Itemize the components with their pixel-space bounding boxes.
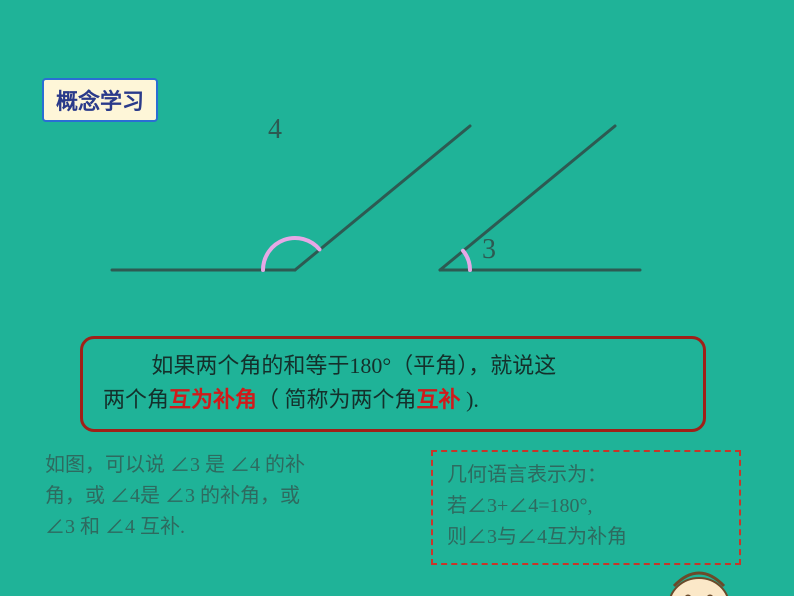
note-l2: 角，或 ∠4是 ∠3 的补角，或 <box>45 485 300 507</box>
def-line1: 如果两个角的和等于180°（平角），就说这 <box>151 353 556 378</box>
def-key1: 互为补角 <box>169 387 257 412</box>
angle-diagram: 4 3 <box>100 120 660 310</box>
bottom-row: 如图，可以说 ∠3 是 ∠4 的补 角，或 ∠4是 ∠3 的补角，或 ∠3 和 … <box>45 450 765 565</box>
def-line2-post: ). <box>461 387 479 412</box>
geo-l3: 则∠3与∠4互为补角 <box>447 526 627 548</box>
def-line2-pre: 两个角 <box>103 387 169 412</box>
definition-box: 如果两个角的和等于180°（平角），就说这 两个角互为补角（ 简称为两个角互补 … <box>80 336 706 432</box>
geo-l2: 若∠3+∠4=180°, <box>447 495 593 517</box>
angle-svg <box>100 120 660 310</box>
angle-4-label: 4 <box>268 114 282 146</box>
note-l3: ∠3 和 ∠4 互补. <box>45 516 185 538</box>
angle-4-group <box>112 126 470 270</box>
def-key2: 互补 <box>417 387 461 412</box>
geometry-language-box: 几何语言表示为： 若∠3+∠4=180°, 则∠3与∠4互为补角 <box>431 450 741 565</box>
concept-tag: 概念学习 <box>42 78 158 122</box>
figure-note: 如图，可以说 ∠3 是 ∠4 的补 角，或 ∠4是 ∠3 的补角，或 ∠3 和 … <box>45 450 415 543</box>
angle-3-label: 3 <box>482 234 496 266</box>
angle-3-group <box>440 126 640 270</box>
concept-tag-text: 概念学习 <box>56 89 144 114</box>
cartoon-face-icon <box>664 558 734 596</box>
def-line2-mid: （ 简称为两个角 <box>257 387 417 412</box>
geo-l1: 几何语言表示为： <box>447 464 607 486</box>
note-l1: 如图，可以说 ∠3 是 ∠4 的补 <box>45 454 305 476</box>
